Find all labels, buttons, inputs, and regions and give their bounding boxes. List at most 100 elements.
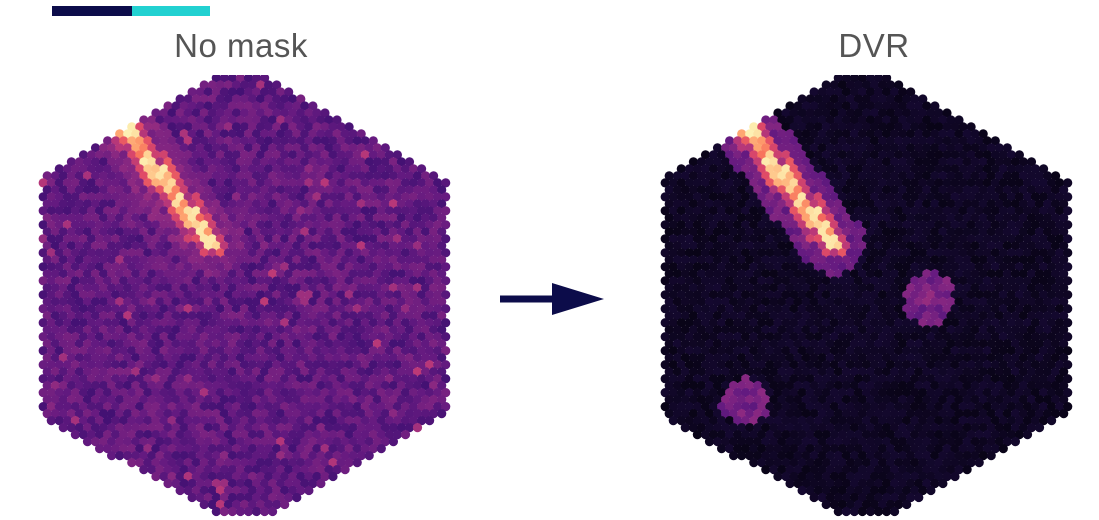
pixel-cell (829, 471, 839, 482)
pixel-cell (219, 423, 229, 433)
pixel-cell (227, 185, 237, 195)
pixel-cell (304, 192, 314, 202)
pixel-cell (86, 346, 97, 356)
pixel-cell (364, 283, 374, 293)
pixel-cell (163, 171, 173, 181)
pixel-cell (950, 318, 960, 328)
pixel-cell (119, 444, 129, 454)
pixel-cell (1039, 248, 1049, 258)
pixel-cell (320, 402, 330, 412)
pixel-cell (998, 402, 1008, 412)
pixel-cell (187, 185, 197, 195)
pixel-cell (717, 360, 727, 370)
pixel-cell (412, 297, 423, 307)
pixel-cell (167, 471, 177, 482)
pixel-cell (211, 157, 221, 167)
pixel-cell (781, 458, 791, 468)
pixel-cell (725, 444, 735, 454)
pixel-cell (66, 269, 76, 279)
pixel-cell (195, 157, 205, 167)
pixel-cell (962, 185, 972, 195)
pixel-cell (821, 276, 831, 286)
pixel-cell (123, 451, 133, 461)
pixel-cell (78, 304, 89, 314)
pixel-cell (207, 108, 217, 118)
pixel-cell (966, 416, 976, 426)
pixel-cell (264, 192, 274, 202)
pixel-cell (869, 234, 880, 244)
pixel-cell (380, 339, 390, 349)
pixel-cell (934, 248, 944, 258)
pixel-cell (251, 437, 262, 447)
pixel-cell (861, 458, 872, 468)
pixel-cell (817, 227, 827, 237)
pixel-cell (320, 416, 330, 426)
pixel-cell (745, 269, 755, 279)
pixel-cell (231, 122, 241, 132)
pixel-cell (243, 143, 254, 153)
pixel-cell (384, 374, 394, 384)
pixel-cell (147, 367, 157, 377)
pixel-cell (312, 290, 322, 300)
pixel-cell (861, 248, 872, 258)
pixel-cell (906, 423, 916, 433)
pixel-cell (268, 492, 278, 503)
pixel-cell (308, 171, 318, 181)
pixel-cell (167, 346, 177, 356)
pixel-cell (918, 178, 928, 188)
pixel-cell (207, 276, 217, 286)
pixel-cell (753, 227, 763, 237)
pixel-cell (143, 444, 153, 454)
pixel-cell (882, 395, 892, 405)
pixel-cell (869, 136, 880, 146)
pixel-cell (167, 192, 177, 202)
pixel-cell (857, 325, 867, 335)
pixel-cell (103, 402, 113, 412)
pixel-cell (845, 318, 855, 328)
pixel-cell (328, 388, 338, 398)
pixel-cell (1039, 346, 1049, 356)
pixel-cell (886, 444, 896, 454)
pixel-cell (761, 311, 771, 321)
pixel-cell (243, 297, 254, 307)
pixel-cell (789, 304, 799, 314)
pixel-cell (1022, 206, 1033, 216)
pixel-cell (380, 325, 390, 335)
pixel-cell (926, 430, 936, 440)
pixel-cell (1063, 346, 1073, 356)
pixel-cell (256, 402, 266, 412)
pixel-cell (761, 115, 771, 125)
pixel-cell (227, 255, 237, 265)
pixel-cell (264, 94, 274, 104)
pixel-cell (235, 297, 245, 307)
pixel-cell (761, 297, 771, 307)
pixel-cell (231, 290, 241, 300)
pixel-cell (906, 367, 916, 377)
pixel-cell (203, 199, 213, 209)
pixel-cell (777, 213, 787, 223)
pixel-cell (898, 255, 908, 265)
pixel-cell (821, 402, 831, 412)
pixel-cell (938, 199, 948, 209)
pixel-cell (111, 304, 121, 314)
pixel-cell (765, 374, 775, 384)
pixel-cell (155, 269, 165, 279)
pixel-cell (769, 325, 779, 335)
pixel-cell (231, 374, 241, 384)
pixel-cell (332, 325, 342, 335)
pixel-cell (873, 129, 884, 139)
pixel-cell (841, 157, 851, 167)
pixel-cell (692, 374, 702, 384)
pixel-cell (813, 164, 823, 174)
pixel-cell (292, 185, 302, 195)
pixel-cell (437, 227, 447, 237)
pixel-cell (243, 129, 254, 139)
pixel-cell (123, 269, 133, 279)
pixel-cell (103, 192, 113, 202)
pixel-cell (163, 213, 173, 223)
pixel-cell (58, 213, 68, 223)
pixel-cell (372, 213, 382, 223)
pixel-cell (292, 381, 302, 391)
pixel-cell (372, 409, 382, 419)
pixel-cell (785, 451, 795, 461)
